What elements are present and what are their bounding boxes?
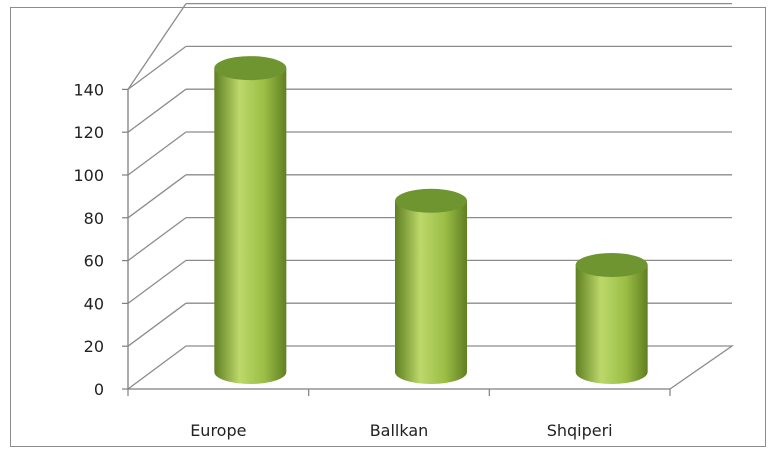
axes (122, 88, 671, 396)
side-gridline (127, 217, 187, 262)
bar (575, 253, 648, 384)
y-tick-label: 0 (94, 380, 104, 399)
y-tick-labels: 0 20 40 60 80 100 120 140 (73, 80, 104, 399)
x-category-label: Europe (190, 421, 246, 440)
y-tick-label: 140 (73, 80, 104, 99)
x-category-label: Shqiperi (547, 421, 613, 440)
side-gridline (127, 302, 187, 347)
side-gridline (127, 45, 187, 90)
side-gridline (127, 3, 187, 90)
y-tick-label: 120 (73, 123, 104, 142)
side-gridline (127, 131, 187, 176)
side-gridline (127, 259, 187, 304)
x-category-label: Ballkan (370, 421, 429, 440)
bar-top (395, 188, 467, 213)
bars (214, 56, 648, 385)
bar-body (395, 200, 467, 384)
bar (395, 188, 467, 384)
y-tick-label: 60 (84, 252, 104, 271)
bar-top (214, 56, 287, 81)
bar-body (575, 265, 648, 384)
side-gridline (127, 88, 187, 133)
y-tick-label: 80 (84, 209, 104, 228)
bar (214, 56, 287, 385)
y-tick-label: 100 (73, 166, 104, 185)
x-category-labels: Europe Ballkan Shqiperi (190, 421, 612, 440)
y-tick-label: 20 (84, 337, 104, 356)
bar-body (214, 68, 287, 385)
side-gridline (127, 174, 187, 219)
y-tick-label: 40 (84, 294, 104, 313)
bar-top (575, 253, 648, 277)
